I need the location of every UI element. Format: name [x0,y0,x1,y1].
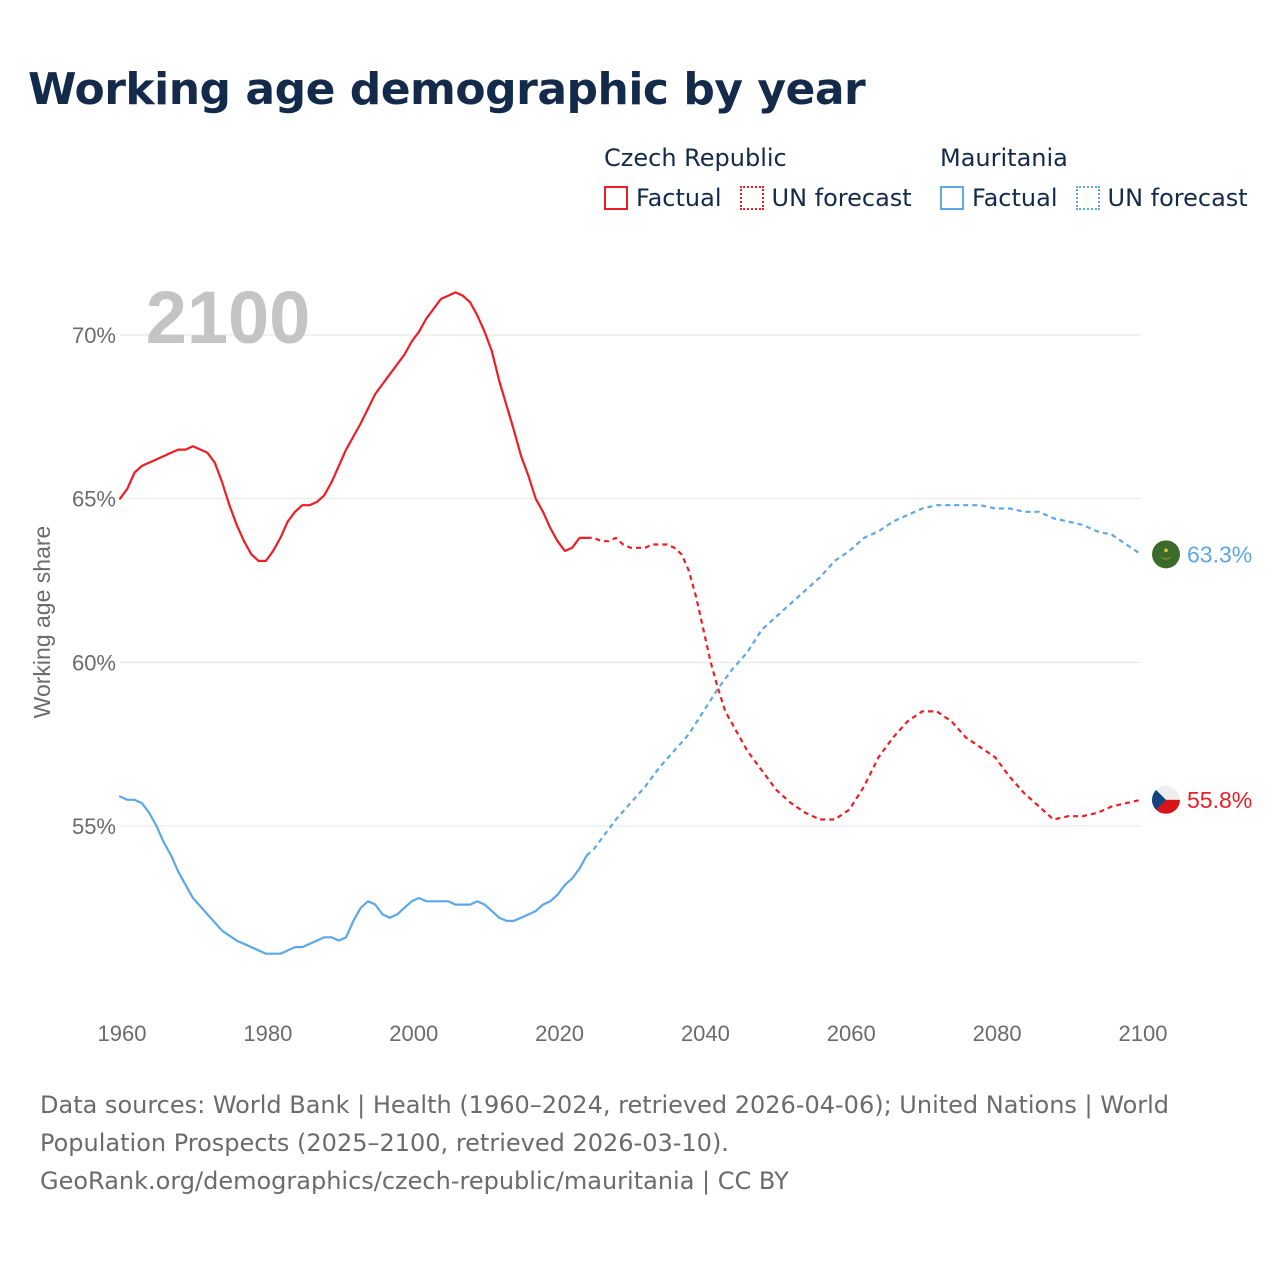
legend-swatch-solid [940,186,964,210]
y-tick-label: 55% [72,814,116,839]
legend-item-mauritania-forecast[interactable]: UN forecast [1075,184,1248,212]
star-icon [1164,548,1168,553]
x-tick-label: 2060 [827,1021,876,1046]
x-tick-label: 2080 [973,1021,1022,1046]
series-line-czech-republic-forecast [586,536,1142,821]
legend-mauritania: Mauritania Factual UN forecast [940,144,1266,212]
legend-label: Factual [972,184,1058,212]
y-tick-label: 70% [72,323,116,348]
flag-blue-triangle [1152,785,1166,814]
legend-label: Factual [636,184,722,212]
x-tick-label: 1960 [98,1021,147,1046]
end-value-label-czech-republic: 55.8% [1187,787,1252,813]
series-line-mauritania-factual [118,795,588,955]
series-line-czech-republic-factual [118,291,588,562]
legend-swatch-dotted [739,186,764,210]
czech-flag-icon [1152,785,1180,814]
legend-item-czech-factual[interactable]: Factual [604,184,722,212]
y-tick-label: 65% [72,487,116,512]
legend-item-mauritania-factual[interactable]: Factual [940,184,1058,212]
x-tick-label: 2020 [535,1021,584,1046]
year-watermark: 2100 [146,276,311,359]
y-axis-label: Working age share [29,526,55,719]
legend-label: UN forecast [771,184,912,212]
legend-czech-republic: Czech Republic Factual UN forecast [604,144,930,212]
footer-line[interactable]: GeoRank.org/demographics/czech-republic/… [40,1167,789,1195]
end-value-label-mauritania: 63.3% [1187,541,1252,567]
legend-item-czech-forecast[interactable]: UN forecast [739,184,912,212]
legend-group-title: Mauritania [940,144,1068,172]
x-tick-label: 2000 [389,1021,438,1046]
footer-line: Population Prospects (2025–2100, retriev… [40,1129,729,1157]
x-tick-label: 2040 [681,1021,730,1046]
legend-swatch-solid [604,186,628,210]
footer-sources: Data sources: World Bank | Health (1960–… [40,1086,1240,1200]
x-tick-label: 1980 [243,1021,292,1046]
legend-swatch-dotted [1075,186,1100,210]
series-line-mauritania-forecast [585,504,1142,857]
chart-title: Working age demographic by year [28,64,866,115]
footer-line: Data sources: World Bank | Health (1960–… [40,1091,1170,1119]
x-tick-label: 2100 [1119,1021,1168,1046]
legend-group-title: Czech Republic [604,144,787,172]
legend-label: UN forecast [1107,184,1248,212]
mauritania-flag-icon [1152,540,1180,569]
y-tick-label: 60% [72,650,116,675]
line-chart: 55% 60% 65% 70% 1960 1980 2000 2020 2040 2060 2080… [29,276,1252,1046]
